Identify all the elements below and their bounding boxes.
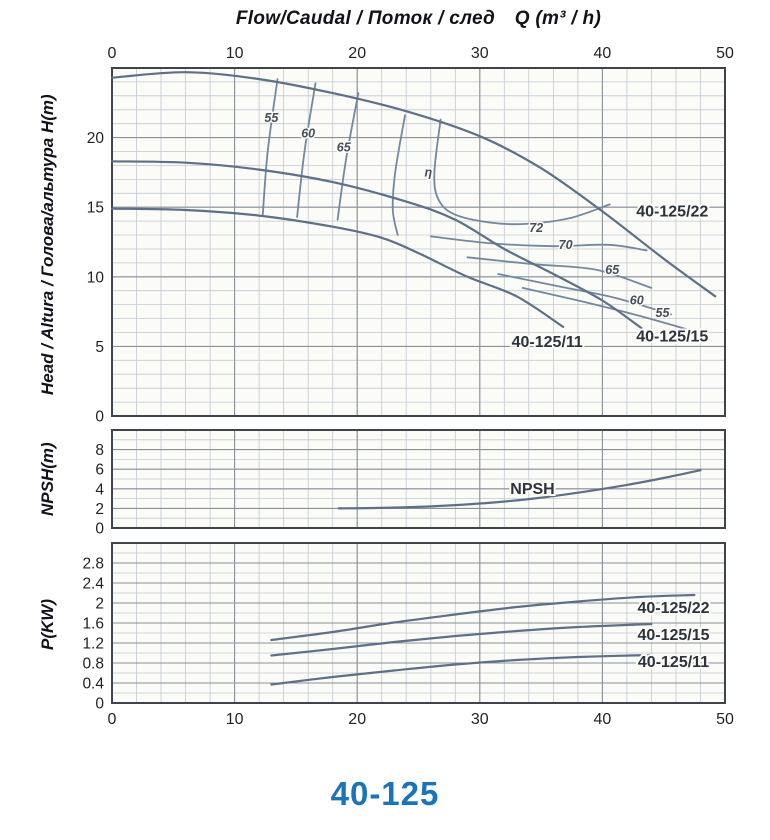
- series-label-40-125-15: 40-125/15: [636, 329, 708, 346]
- xtick-top-10: 10: [226, 45, 244, 62]
- power-ytick-2.8: 2.8: [82, 556, 104, 573]
- head-ytick-10: 10: [87, 269, 105, 286]
- head-ytick-5: 5: [95, 339, 104, 356]
- head-ytick-15: 15: [87, 200, 104, 217]
- power-ytick-0: 0: [95, 696, 104, 713]
- series-label-40-125-22: 40-125/22: [636, 203, 708, 220]
- xtick-top-0: 0: [108, 45, 117, 62]
- xtick-bottom-50: 50: [716, 711, 734, 728]
- figure-title: 40-125: [330, 775, 440, 812]
- efficiency-label-70: 70: [559, 238, 573, 252]
- efficiency-label-72: 72: [529, 221, 543, 235]
- efficiency-contour-65-2: [336, 92, 360, 221]
- power-ytick-2: 2: [95, 596, 104, 613]
- npsh-grid-major: [112, 430, 725, 528]
- power-ytick-0.8: 0.8: [82, 656, 104, 673]
- xtick-bottom-10: 10: [226, 711, 244, 728]
- xtick-top-50: 50: [716, 45, 734, 62]
- npsh-ytick-6: 6: [95, 462, 104, 479]
- efficiency-contour-72-4: [433, 118, 611, 226]
- flow-axis-title-text: Flow/Caudal / Поток / след: [235, 8, 496, 29]
- efficiency-label-65: 65: [337, 140, 352, 154]
- power-plot-border: [111, 542, 726, 704]
- efficiency-contour-60-1: [296, 82, 317, 218]
- curve-40-125-15: [270, 622, 653, 657]
- series-label-40-125-11: 40-125/11: [512, 334, 583, 351]
- power-ytick-1.2: 1.2: [82, 636, 104, 653]
- power-ytick-1.6: 1.6: [82, 616, 104, 633]
- head-ytick-20: 20: [87, 130, 105, 147]
- npsh-plot-border: [111, 429, 726, 529]
- efficiency-contour-70-5: [429, 235, 648, 252]
- xtick-bottom-40: 40: [594, 711, 612, 728]
- efficiency-label-55: 55: [264, 111, 279, 125]
- efficiency-label-60: 60: [301, 126, 315, 140]
- xtick-top-30: 30: [471, 45, 489, 62]
- curve-40-125-11: [110, 207, 565, 328]
- efficiency-contour-η-3: [391, 114, 406, 236]
- efficiency-label-65: 65: [605, 263, 620, 277]
- curve-40-125-22: [110, 71, 717, 298]
- xtick-bottom-30: 30: [471, 711, 489, 728]
- curve-40-125-11: [270, 653, 653, 686]
- efficiency-label-55: 55: [656, 306, 671, 320]
- xtick-bottom-0: 0: [108, 711, 117, 728]
- efficiency-contour-65-6: [466, 256, 653, 289]
- curve-npsh: [337, 469, 702, 510]
- series-label-40-125-11: 40-125/11: [638, 654, 709, 671]
- efficiency-label-η: η: [424, 165, 432, 179]
- power-ytick-0.4: 0.4: [82, 676, 104, 693]
- curve-40-125-15: [110, 160, 643, 330]
- npsh-ytick-4: 4: [95, 481, 104, 498]
- power-grid-major: [112, 543, 725, 703]
- efficiency-contour-55-8: [521, 287, 694, 332]
- flow-axis-unit: Q (m³ / h): [514, 8, 602, 29]
- efficiency-contour-55-0: [261, 78, 279, 216]
- head-grid-minor: [112, 68, 725, 416]
- curve-40-125-22: [270, 593, 696, 642]
- flow-axis-title: Flow/Caudal / Поток / след Q (m³ / h): [112, 8, 725, 30]
- pump-performance-chart: 556065η727065605540-125/2240-125/1540-12…: [82, 45, 734, 728]
- series-label-40-125-22: 40-125/22: [637, 600, 709, 617]
- xtick-bottom-20: 20: [348, 711, 366, 728]
- series-label-npsh: NPSH: [510, 481, 554, 498]
- npsh-ytick-2: 2: [95, 501, 104, 518]
- npsh-ytick-8: 8: [95, 442, 104, 459]
- series-label-40-125-15: 40-125/15: [637, 627, 709, 644]
- head-ytick-0: 0: [95, 409, 104, 426]
- xtick-top-20: 20: [348, 45, 366, 62]
- head-plot-border: [111, 67, 726, 417]
- efficiency-label-60: 60: [630, 293, 644, 307]
- head-plot-background: [112, 68, 725, 416]
- power-ytick-2.4: 2.4: [82, 576, 104, 593]
- xtick-top-40: 40: [594, 45, 612, 62]
- npsh-ytick-0: 0: [95, 521, 104, 538]
